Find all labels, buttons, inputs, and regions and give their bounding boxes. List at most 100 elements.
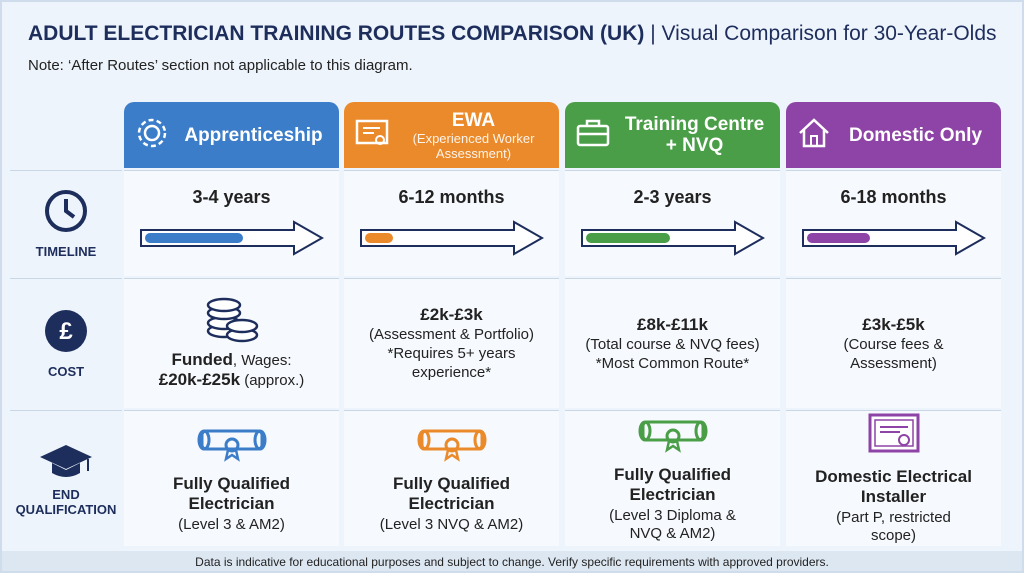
cost-line: £8k-£11k <box>637 315 708 335</box>
cost-cell: £3k-£5k (Course fees & Assessment) <box>786 278 1001 408</box>
route-header: Training Centre + NVQ <box>565 102 780 168</box>
svg-text:£: £ <box>59 318 73 345</box>
cost-line: £3k-£5k <box>862 315 924 335</box>
qualification-icon <box>414 423 490 468</box>
cost-text: £3k-£5k <box>862 314 925 334</box>
qualification-icon <box>194 423 270 468</box>
qualification-detail: (Part P, restricted scope) <box>836 509 951 544</box>
cost-text: (Total course & NVQ fees) <box>585 335 760 353</box>
qualification-detail: (Level 3 Diploma & NVQ & AM2) <box>609 507 736 542</box>
coins-icon <box>206 297 258 343</box>
arrow <box>139 219 325 261</box>
cost-line: Assessment) <box>850 354 937 373</box>
qualification-icon <box>864 412 924 461</box>
timeline-arrow <box>802 219 987 256</box>
route-header: Apprenticeship <box>124 102 339 168</box>
label-text: QUALIFICATION <box>15 501 117 517</box>
duration: 3-4 years <box>192 186 271 207</box>
cost-line: (Total course & NVQ fees) <box>585 335 759 354</box>
qualification-cell: Fully Qualified Electrician (Level 3 & AM… <box>124 410 339 546</box>
timeline-arrow <box>581 219 766 256</box>
route-name: Apprenticeship <box>178 125 329 146</box>
qualification-title: Domestic Electrical Installer <box>815 467 972 506</box>
cost-text: *Most Common Route* <box>595 354 750 372</box>
route-name: Training Centre + NVQ <box>619 114 770 156</box>
timeline-cell: 6-12 months <box>344 170 559 276</box>
cost-line: *Most Common Route* <box>596 354 749 373</box>
diploma-icon <box>197 429 266 462</box>
route-header: Domestic Only <box>786 102 1001 168</box>
qualification-detail: (Level 3 & AM2) <box>178 516 285 533</box>
timeline-cell: 6-18 months <box>786 170 1001 276</box>
cost-line: £20k-£25k (approx.) <box>159 370 305 390</box>
certificate-icon <box>868 413 919 453</box>
timeline-arrow <box>140 219 325 256</box>
cost-text: (Course fees & <box>843 335 944 353</box>
cost-line: *Requires 5+ years <box>388 344 516 363</box>
header-icon <box>799 117 829 147</box>
title: ADULT ELECTRICIAN TRAINING ROUTES COMPAR… <box>28 22 645 45</box>
label-text: END <box>52 486 80 502</box>
label-text: TIMELINE <box>35 244 97 259</box>
cost-line: (Assessment & Portfolio) <box>369 325 534 344</box>
title-line: ADULT ELECTRICIAN TRAINING ROUTES COMPAR… <box>28 22 997 46</box>
subtitle: Visual Comparison for 30-Year-Olds <box>661 22 997 45</box>
cost-text: Funded <box>171 350 233 369</box>
cost-text: £20k-£25k <box>158 370 241 389</box>
header-icon <box>355 119 389 145</box>
qualification-icon <box>635 414 711 459</box>
qualification-cell: Fully Qualified Electrician (Level 3 NVQ … <box>344 410 559 546</box>
timeline-arrow <box>360 219 545 256</box>
route-icon <box>575 115 611 156</box>
header-icon <box>137 118 167 147</box>
row-label: TIMELINE <box>10 170 122 276</box>
duration: 6-12 months <box>398 186 505 207</box>
duration: 2-3 years <box>633 186 712 207</box>
cost-text: £8k-£11k <box>637 314 708 334</box>
cost-cell: £8k-£11k (Total course & NVQ fees) *Most C… <box>565 278 780 408</box>
route-title: EWA <box>451 109 496 131</box>
cost-text: (Assessment & Portfolio) <box>368 326 535 343</box>
row-label: END QUALIFICATION <box>10 410 122 546</box>
route-icon <box>796 115 832 156</box>
arrow <box>359 219 545 261</box>
cost-text: *Requires 5+ years <box>387 345 516 362</box>
route-icon <box>354 115 390 156</box>
cost-line: (Course fees & <box>843 335 943 354</box>
qualification-detail: (Level 3 NVQ & AM2) <box>379 516 524 533</box>
arrow <box>580 219 766 261</box>
qualification-title: Fully Qualified Electrician <box>172 474 291 513</box>
qualification-title: Fully Qualified Electrician <box>392 474 511 513</box>
note: Note: ‘After Routes’ section not applica… <box>28 57 413 74</box>
cost-cell: £2k-£3k (Assessment & Portfolio) *Requires… <box>344 278 559 408</box>
route-name: Domestic Only <box>840 125 991 146</box>
cost-cell: Funded, Wages: £20k-£25k (approx.) <box>124 278 339 408</box>
cost-text: , Wages: <box>232 352 292 369</box>
route-title: Domestic Only <box>848 124 983 146</box>
label-text: COST <box>47 364 85 379</box>
route-subtitle: (Experienced Worker Assessment) <box>412 130 535 161</box>
route-icon <box>134 115 170 156</box>
timeline-cell: 2-3 years <box>565 170 780 276</box>
cost-icon <box>204 297 260 350</box>
route-title: Training Centre + NVQ <box>624 114 765 156</box>
cost-line: Funded, Wages: <box>171 350 291 370</box>
cost-text: (approx.) <box>240 372 305 389</box>
duration: 6-18 months <box>840 186 947 207</box>
cost-line: experience* <box>412 363 491 382</box>
diploma-icon <box>417 429 486 462</box>
route-header: EWA (Experienced Worker Assessment) <box>344 102 559 168</box>
route-title: Apprenticeship <box>184 124 323 146</box>
qualification-title: Fully Qualified Electrician <box>613 465 732 504</box>
clock-icon <box>45 190 87 232</box>
timeline-cell: 3-4 years <box>124 170 339 276</box>
cap-icon <box>40 444 92 477</box>
qualification-cell: Fully Qualified Electrician (Level 3 Dipl… <box>565 410 780 546</box>
separator: | <box>650 22 656 45</box>
header-icon <box>576 119 610 146</box>
cost-text: experience* <box>411 364 492 381</box>
footer: Data is indicative for educational purpo… <box>2 551 1022 571</box>
cost-text: Assessment) <box>850 354 937 372</box>
cost-text: £2k-£3k <box>420 305 483 324</box>
